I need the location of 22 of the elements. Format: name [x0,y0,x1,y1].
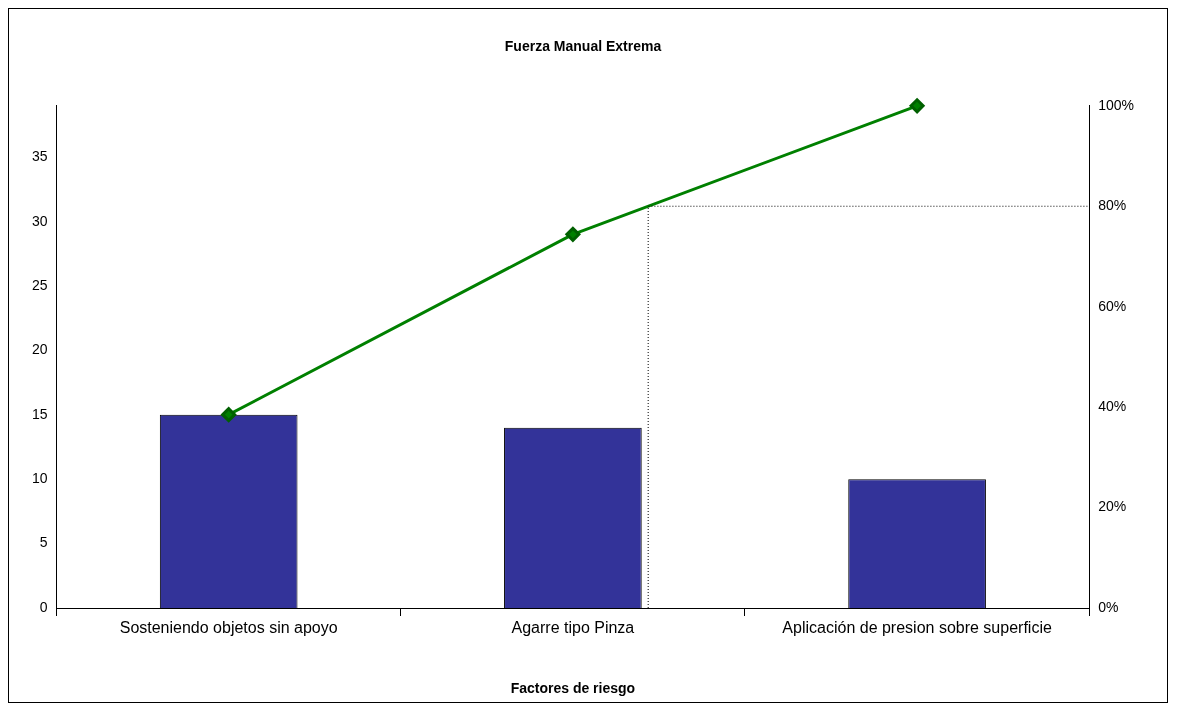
y2-tick-label: 80% [1098,197,1127,214]
x-tick-label: Aplicación de presion sobre superficie [782,619,1052,637]
y-tick-label: 25 [31,276,48,293]
y-tick-label: 0 [39,598,48,615]
y2-tick-label: 20% [1098,498,1127,515]
y-tick-label: 20 [31,341,48,358]
point [565,226,581,242]
x-axis-title: Factores de riesgo [510,680,636,697]
x-tick-label: Sosteniendo objetos sin apoyo [119,619,338,637]
y-tick-label: 35 [31,148,48,165]
y2-tick-label: 60% [1098,297,1127,314]
y-tick-label: 15 [31,405,48,422]
y2-tick-label: 0% [1098,598,1119,615]
point [221,407,237,423]
y2-tick-label: 40% [1098,397,1127,414]
chart-title: Fuerza Manual Extrema [504,38,662,55]
y-tick-label: 10 [31,470,48,487]
y-tick-label: 30 [31,212,48,229]
point [909,98,925,114]
y2-tick-label: 100% [1098,96,1135,113]
y-tick-label: 5 [39,534,48,551]
x-tick-label: Agarre tipo Pinza [511,619,635,637]
